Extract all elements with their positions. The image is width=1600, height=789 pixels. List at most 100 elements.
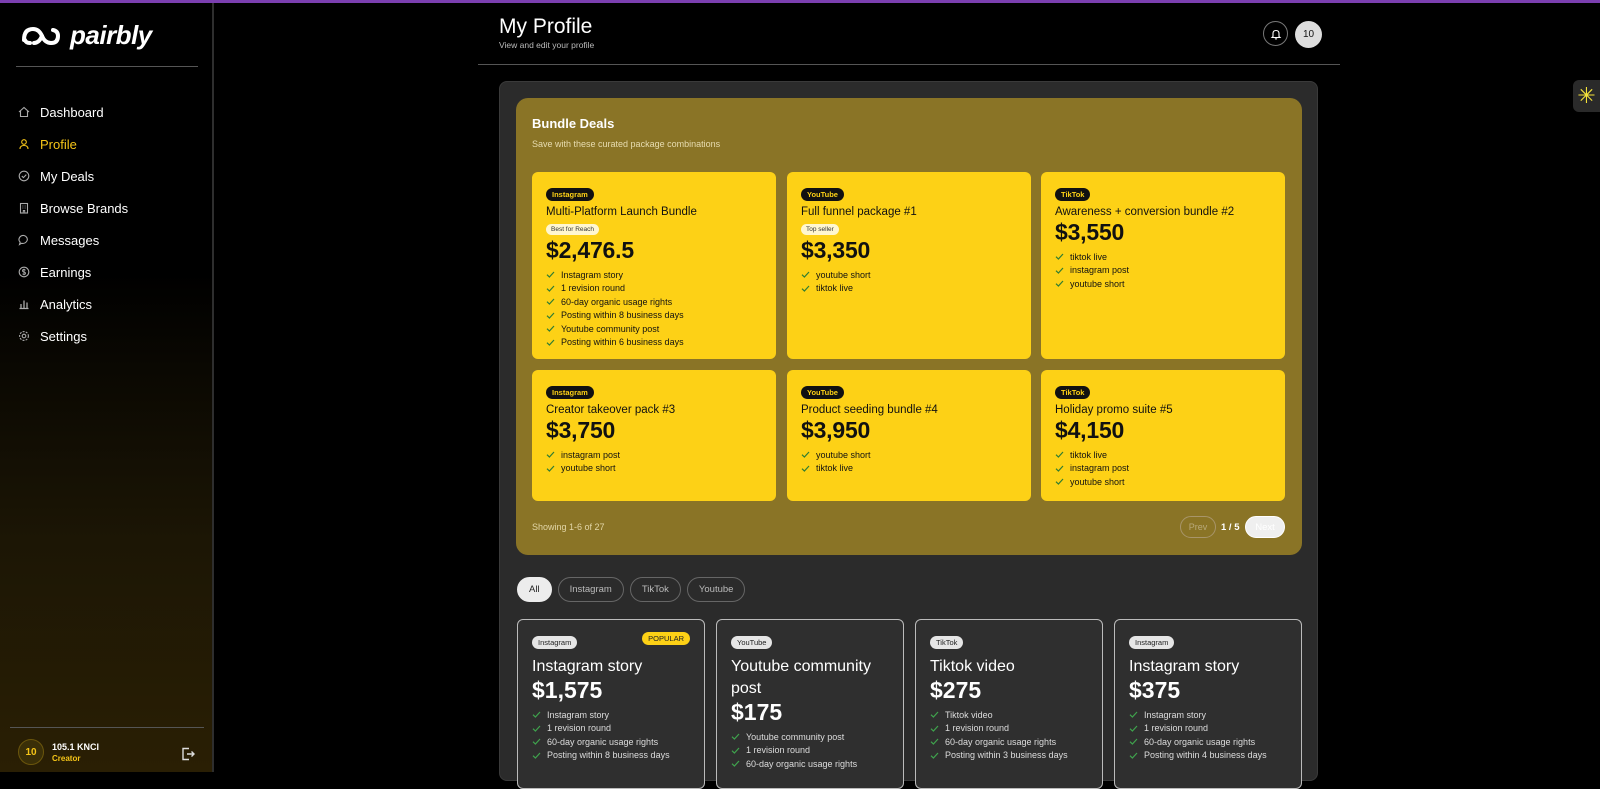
check-icon (930, 725, 939, 732)
sidebar-item-profile[interactable]: Profile (18, 128, 198, 160)
top-accent-line (0, 0, 1600, 3)
filter-chip-instagram[interactable]: Instagram (557, 577, 624, 602)
bundle-deals-subtitle: Save with these curated package combinat… (532, 139, 721, 149)
pagination-summary: Showing 1-6 of 27 (532, 522, 605, 532)
sidebar-item-earnings[interactable]: Earnings (18, 256, 198, 288)
filter-chip-tiktok[interactable]: TikTok (629, 577, 681, 602)
list-item: tiktok live (1055, 448, 1271, 462)
platform-tag: TikTok (930, 636, 964, 649)
user-profile[interactable]: 10 105.1 KNCI Creator (18, 739, 99, 765)
feature-list: Tiktok video 1 revision round 60-day org… (930, 708, 1088, 762)
logo[interactable]: pairbly (20, 20, 152, 51)
check-icon (1055, 465, 1064, 472)
sidebar-item-browse-brands[interactable]: Browse Brands (18, 192, 198, 224)
package-price: $375 (1129, 677, 1181, 703)
check-icon (1129, 738, 1138, 746)
check-icon (930, 738, 939, 746)
check-icon (1129, 711, 1138, 719)
list-item: Instagram story (1129, 708, 1287, 722)
sidebar-item-label: Profile (40, 136, 77, 152)
check-icon (546, 271, 555, 279)
filter-chip-youtube[interactable]: Youtube (686, 577, 746, 602)
bundle-name: Awareness + conversion bundle #2 (1055, 206, 1235, 218)
sidebar-divider (16, 66, 198, 67)
list-item: Instagram story (546, 268, 762, 282)
package-price: $175 (731, 699, 783, 725)
check-icon (546, 325, 555, 333)
notifications-button[interactable] (1263, 21, 1288, 46)
bundle-name: Holiday promo suite #5 (1055, 404, 1173, 416)
sidebar-item-analytics[interactable]: Analytics (18, 288, 198, 320)
package-card[interactable]: Instagram Instagram story $375 Instagram… (1114, 619, 1302, 789)
feature-list: tiktok live instagram post youtube short (1055, 448, 1271, 489)
check-icon (532, 738, 541, 746)
bundle-card[interactable]: YouTube Product seeding bundle #4 $3,950… (787, 370, 1031, 501)
bundle-name: Creator takeover pack #3 (546, 404, 676, 416)
avatar[interactable]: 10 (1295, 21, 1322, 48)
check-icon (1055, 451, 1064, 459)
list-item: Posting within 4 business days (1129, 749, 1287, 763)
page-subtitle: View and edit your profile (499, 40, 595, 50)
sidebar-item-label: Browse Brands (40, 200, 129, 216)
user-role: Creator (52, 753, 81, 763)
chat-icon (18, 234, 30, 246)
bundle-card[interactable]: Instagram Multi-Platform Launch Bundle B… (532, 172, 776, 359)
package-name: Instagram story (1129, 658, 1240, 675)
package-price: $275 (930, 677, 982, 703)
brand-name: pairbly (70, 20, 152, 50)
page-indicator: 1 / 5 (1221, 522, 1240, 533)
page-title: My Profile (499, 15, 593, 38)
bundle-price: $4,150 (1055, 417, 1125, 443)
check-icon (930, 752, 939, 759)
check-icon (546, 298, 555, 306)
bar-chart-icon (18, 298, 30, 310)
bundle-price: $3,350 (801, 237, 871, 263)
list-item: youtube short (801, 448, 1017, 462)
list-item: 1 revision round (532, 722, 690, 736)
list-item: 1 revision round (930, 722, 1088, 736)
sidebar-item-dashboard[interactable]: Dashboard (18, 96, 198, 128)
bundle-card[interactable]: TikTok Awareness + conversion bundle #2 … (1041, 172, 1285, 359)
sidebar-item-label: Settings (40, 328, 87, 344)
list-item: 60-day organic usage rights (546, 295, 762, 309)
feature-list: Youtube community post 1 revision round … (731, 730, 889, 771)
building-icon (18, 202, 30, 214)
list-item: tiktok live (801, 462, 1017, 476)
sidebar-item-label: Analytics (40, 296, 93, 312)
filter-chip-all[interactable]: All (517, 577, 552, 602)
header-divider (478, 64, 1340, 65)
sidebar-item-settings[interactable]: Settings (18, 320, 198, 352)
package-card[interactable]: TikTok Tiktok video $275 Tiktok video 1 … (915, 619, 1103, 789)
list-item: 1 revision round (546, 282, 762, 296)
sidebar-item-my-deals[interactable]: My Deals (18, 160, 198, 192)
platform-tag: Instagram (546, 188, 594, 201)
platform-tag: TikTok (1055, 188, 1091, 201)
bundle-card[interactable]: YouTube Full funnel package #1 Top selle… (787, 172, 1031, 359)
platform-tag: YouTube (801, 386, 844, 399)
next-page-button[interactable]: Next (1245, 516, 1285, 538)
check-icon (1055, 478, 1064, 486)
feature-list: youtube short tiktok live (801, 448, 1017, 475)
sparkle-widget-icon[interactable]: ✳ (1573, 80, 1600, 112)
list-item: youtube short (546, 462, 762, 476)
logout-icon[interactable] (180, 746, 196, 762)
check-circle-icon (18, 170, 30, 182)
check-icon (801, 271, 810, 279)
bundle-badge: Top seller (801, 224, 839, 235)
list-item: instagram post (1055, 264, 1271, 278)
package-card[interactable]: Instagram POPULAR Instagram story $1,575… (517, 619, 705, 789)
bell-icon (1270, 29, 1281, 40)
check-icon (546, 465, 555, 472)
list-item: 60-day organic usage rights (532, 735, 690, 749)
list-item: Tiktok video (930, 708, 1088, 722)
platform-tag: Instagram (532, 636, 578, 649)
package-name: Tiktok video (930, 658, 1015, 675)
prev-page-button[interactable]: Prev (1180, 516, 1216, 538)
package-card[interactable]: YouTube Youtube community post $175 Yout… (716, 619, 904, 789)
sidebar-item-messages[interactable]: Messages (18, 224, 198, 256)
bundle-card[interactable]: TikTok Holiday promo suite #5 $4,150 tik… (1041, 370, 1285, 501)
check-icon (801, 451, 810, 459)
bundle-name: Multi-Platform Launch Bundle (546, 206, 697, 218)
bundle-card[interactable]: Instagram Creator takeover pack #3 $3,75… (532, 370, 776, 501)
package-name: Instagram story (532, 658, 643, 675)
